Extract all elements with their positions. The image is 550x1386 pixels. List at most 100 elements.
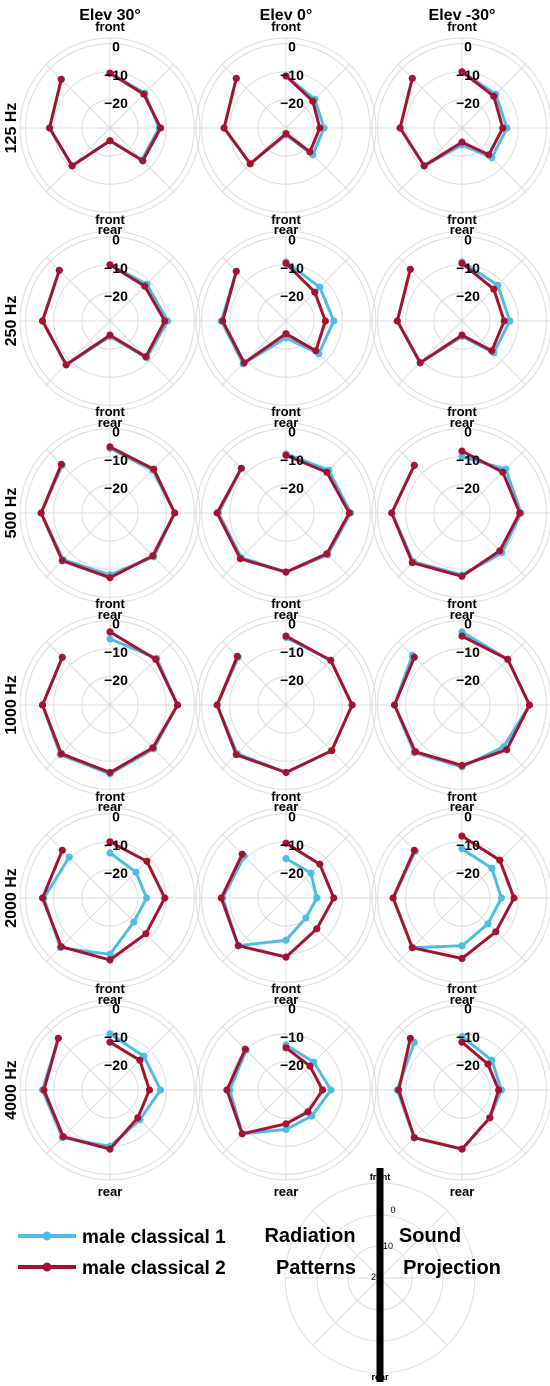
data-point	[458, 572, 466, 580]
data-point	[410, 653, 418, 661]
data-point	[306, 1062, 314, 1070]
data-point	[485, 151, 493, 159]
front-label: front	[95, 404, 125, 419]
data-point	[106, 331, 114, 339]
data-point	[328, 747, 336, 755]
data-point	[62, 361, 70, 369]
data-point	[458, 331, 466, 339]
series-line	[221, 262, 327, 365]
rear-label: rear	[450, 415, 475, 430]
data-point	[106, 950, 114, 958]
data-point	[57, 943, 65, 951]
legend-label: male classical 2	[82, 1258, 226, 1279]
radial-tick-label: −20	[104, 865, 128, 881]
data-point	[217, 894, 225, 902]
data-point	[145, 1086, 153, 1094]
radial-tick-label: −10	[104, 260, 128, 276]
data-point	[406, 1034, 414, 1042]
polar-grid-spoke	[398, 64, 526, 192]
series-line	[215, 453, 351, 574]
radial-tick-label: −20	[104, 1057, 128, 1073]
data-point	[312, 347, 320, 355]
series-line	[48, 71, 163, 168]
row-title: 125 Hz	[3, 103, 20, 154]
data-point	[500, 317, 508, 325]
inset-tick-label: 0	[390, 1205, 395, 1215]
polar-grid-spoke	[46, 64, 174, 192]
data-point	[282, 1044, 290, 1052]
radial-tick-label: −20	[280, 672, 304, 688]
data-point	[240, 359, 248, 367]
data-point	[307, 869, 315, 877]
radial-tick-label: −10	[280, 644, 304, 660]
data-point	[416, 359, 424, 367]
rear-label: rear	[450, 607, 475, 622]
data-point	[282, 632, 290, 640]
rear-label: rear	[98, 415, 123, 430]
data-point	[499, 124, 507, 132]
data-point	[106, 956, 114, 964]
series-line	[41, 630, 179, 774]
data-point	[484, 1060, 492, 1068]
series-layer	[37, 68, 534, 1153]
data-point	[458, 942, 466, 950]
data-point	[313, 925, 321, 933]
row-title: 1000 Hz	[3, 675, 20, 735]
rear-label: rear	[274, 799, 299, 814]
radial-tick-label: −20	[456, 95, 480, 111]
rear-label: rear	[98, 992, 123, 1007]
data-point	[282, 855, 290, 863]
data-point	[488, 864, 496, 872]
rear-label: rear	[98, 1184, 123, 1199]
radial-tick-label: 0	[288, 424, 296, 440]
front-label: front	[447, 789, 477, 804]
data-point	[157, 124, 165, 132]
data-point	[142, 353, 150, 361]
data-point	[132, 868, 140, 876]
polar-grid-spoke	[398, 257, 526, 385]
radial-tick-label: −20	[104, 288, 128, 304]
data-point	[410, 461, 418, 469]
data-point	[246, 160, 254, 168]
data-point	[282, 768, 290, 777]
radial-tick-label: 0	[288, 1001, 296, 1017]
data-point	[282, 259, 290, 267]
data-point	[388, 509, 396, 517]
data-point	[496, 856, 504, 864]
polar-grid-spoke	[222, 64, 350, 192]
data-point	[282, 330, 290, 338]
data-point	[58, 557, 66, 565]
legend-swatch-marker	[42, 1231, 52, 1241]
data-point	[304, 1108, 312, 1116]
series-line	[391, 834, 516, 960]
data-point	[57, 75, 65, 83]
data-point	[106, 261, 114, 269]
data-point	[345, 509, 353, 517]
polar-grid-spoke	[46, 257, 174, 385]
rear-label: rear	[450, 222, 475, 237]
radial-tick-label: −10	[104, 644, 128, 660]
data-point	[323, 550, 331, 558]
series-line	[219, 841, 336, 959]
legend-label: male classical 1	[82, 1227, 226, 1248]
rear-label: rear	[98, 799, 123, 814]
front-label: front	[447, 212, 477, 227]
data-point	[106, 443, 114, 451]
data-point	[59, 1133, 67, 1141]
data-point	[458, 259, 466, 267]
data-point	[458, 832, 466, 840]
data-point	[139, 157, 147, 165]
inset-rear-label: rear	[371, 1372, 389, 1382]
data-point	[152, 655, 160, 663]
data-point	[316, 860, 324, 868]
data-point	[220, 124, 228, 132]
radial-tick-label: −10	[280, 260, 304, 276]
data-point	[495, 1086, 503, 1094]
data-point	[393, 317, 401, 325]
data-point	[330, 317, 338, 325]
data-point	[490, 285, 498, 293]
data-point	[395, 1086, 403, 1094]
data-point	[330, 894, 338, 902]
radial-tick-label: −20	[280, 95, 304, 111]
data-point	[490, 92, 498, 100]
